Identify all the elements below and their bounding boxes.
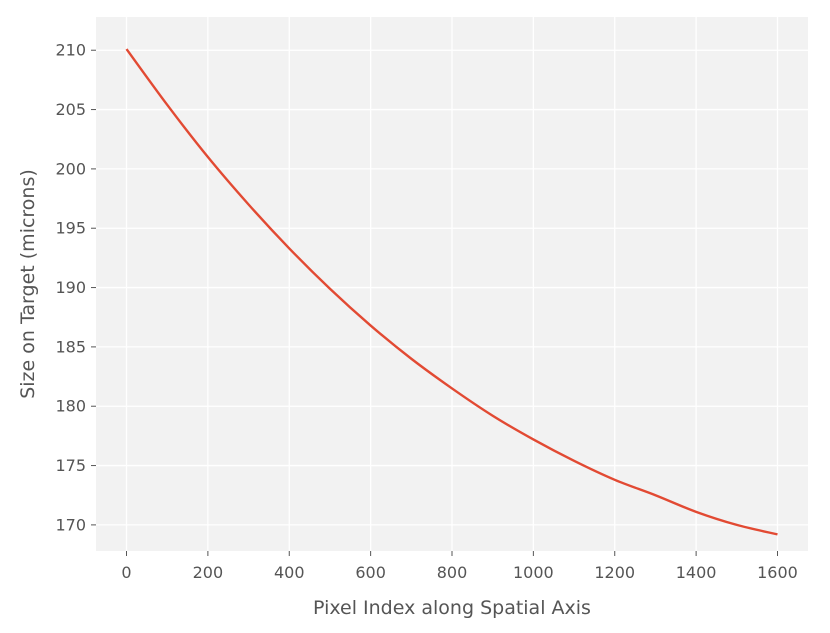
x-tick-label: 600 bbox=[355, 563, 386, 582]
y-tick-label: 210 bbox=[55, 41, 86, 60]
x-tick-label: 1200 bbox=[594, 563, 635, 582]
x-tick-label: 800 bbox=[437, 563, 468, 582]
x-tick-label: 400 bbox=[274, 563, 305, 582]
y-tick-label: 195 bbox=[55, 219, 86, 238]
y-tick-label: 200 bbox=[55, 159, 86, 178]
x-tick-label: 1600 bbox=[757, 563, 798, 582]
y-tick-label: 175 bbox=[55, 456, 86, 475]
y-tick-label: 180 bbox=[55, 397, 86, 416]
grid bbox=[96, 17, 808, 551]
x-tick-label: 1000 bbox=[513, 563, 554, 582]
x-axis-label: Pixel Index along Spatial Axis bbox=[313, 597, 591, 619]
y-axis-label: Size on Target (microns) bbox=[17, 169, 39, 399]
y-tick-label: 185 bbox=[55, 337, 86, 356]
x-tick-label: 200 bbox=[193, 563, 224, 582]
x-tick-label: 0 bbox=[121, 563, 131, 582]
x-axis: 0 200 400 600 800 1000 1200 1400 1600 bbox=[121, 551, 798, 582]
y-axis: 170 175 180 185 190 195 200 205 210 bbox=[55, 41, 96, 534]
y-tick-label: 205 bbox=[55, 100, 86, 119]
y-tick-label: 170 bbox=[55, 515, 86, 534]
series-line bbox=[125, 48, 778, 536]
series-layer bbox=[125, 48, 778, 536]
y-tick-label: 190 bbox=[55, 278, 86, 297]
x-tick-label: 1400 bbox=[676, 563, 717, 582]
